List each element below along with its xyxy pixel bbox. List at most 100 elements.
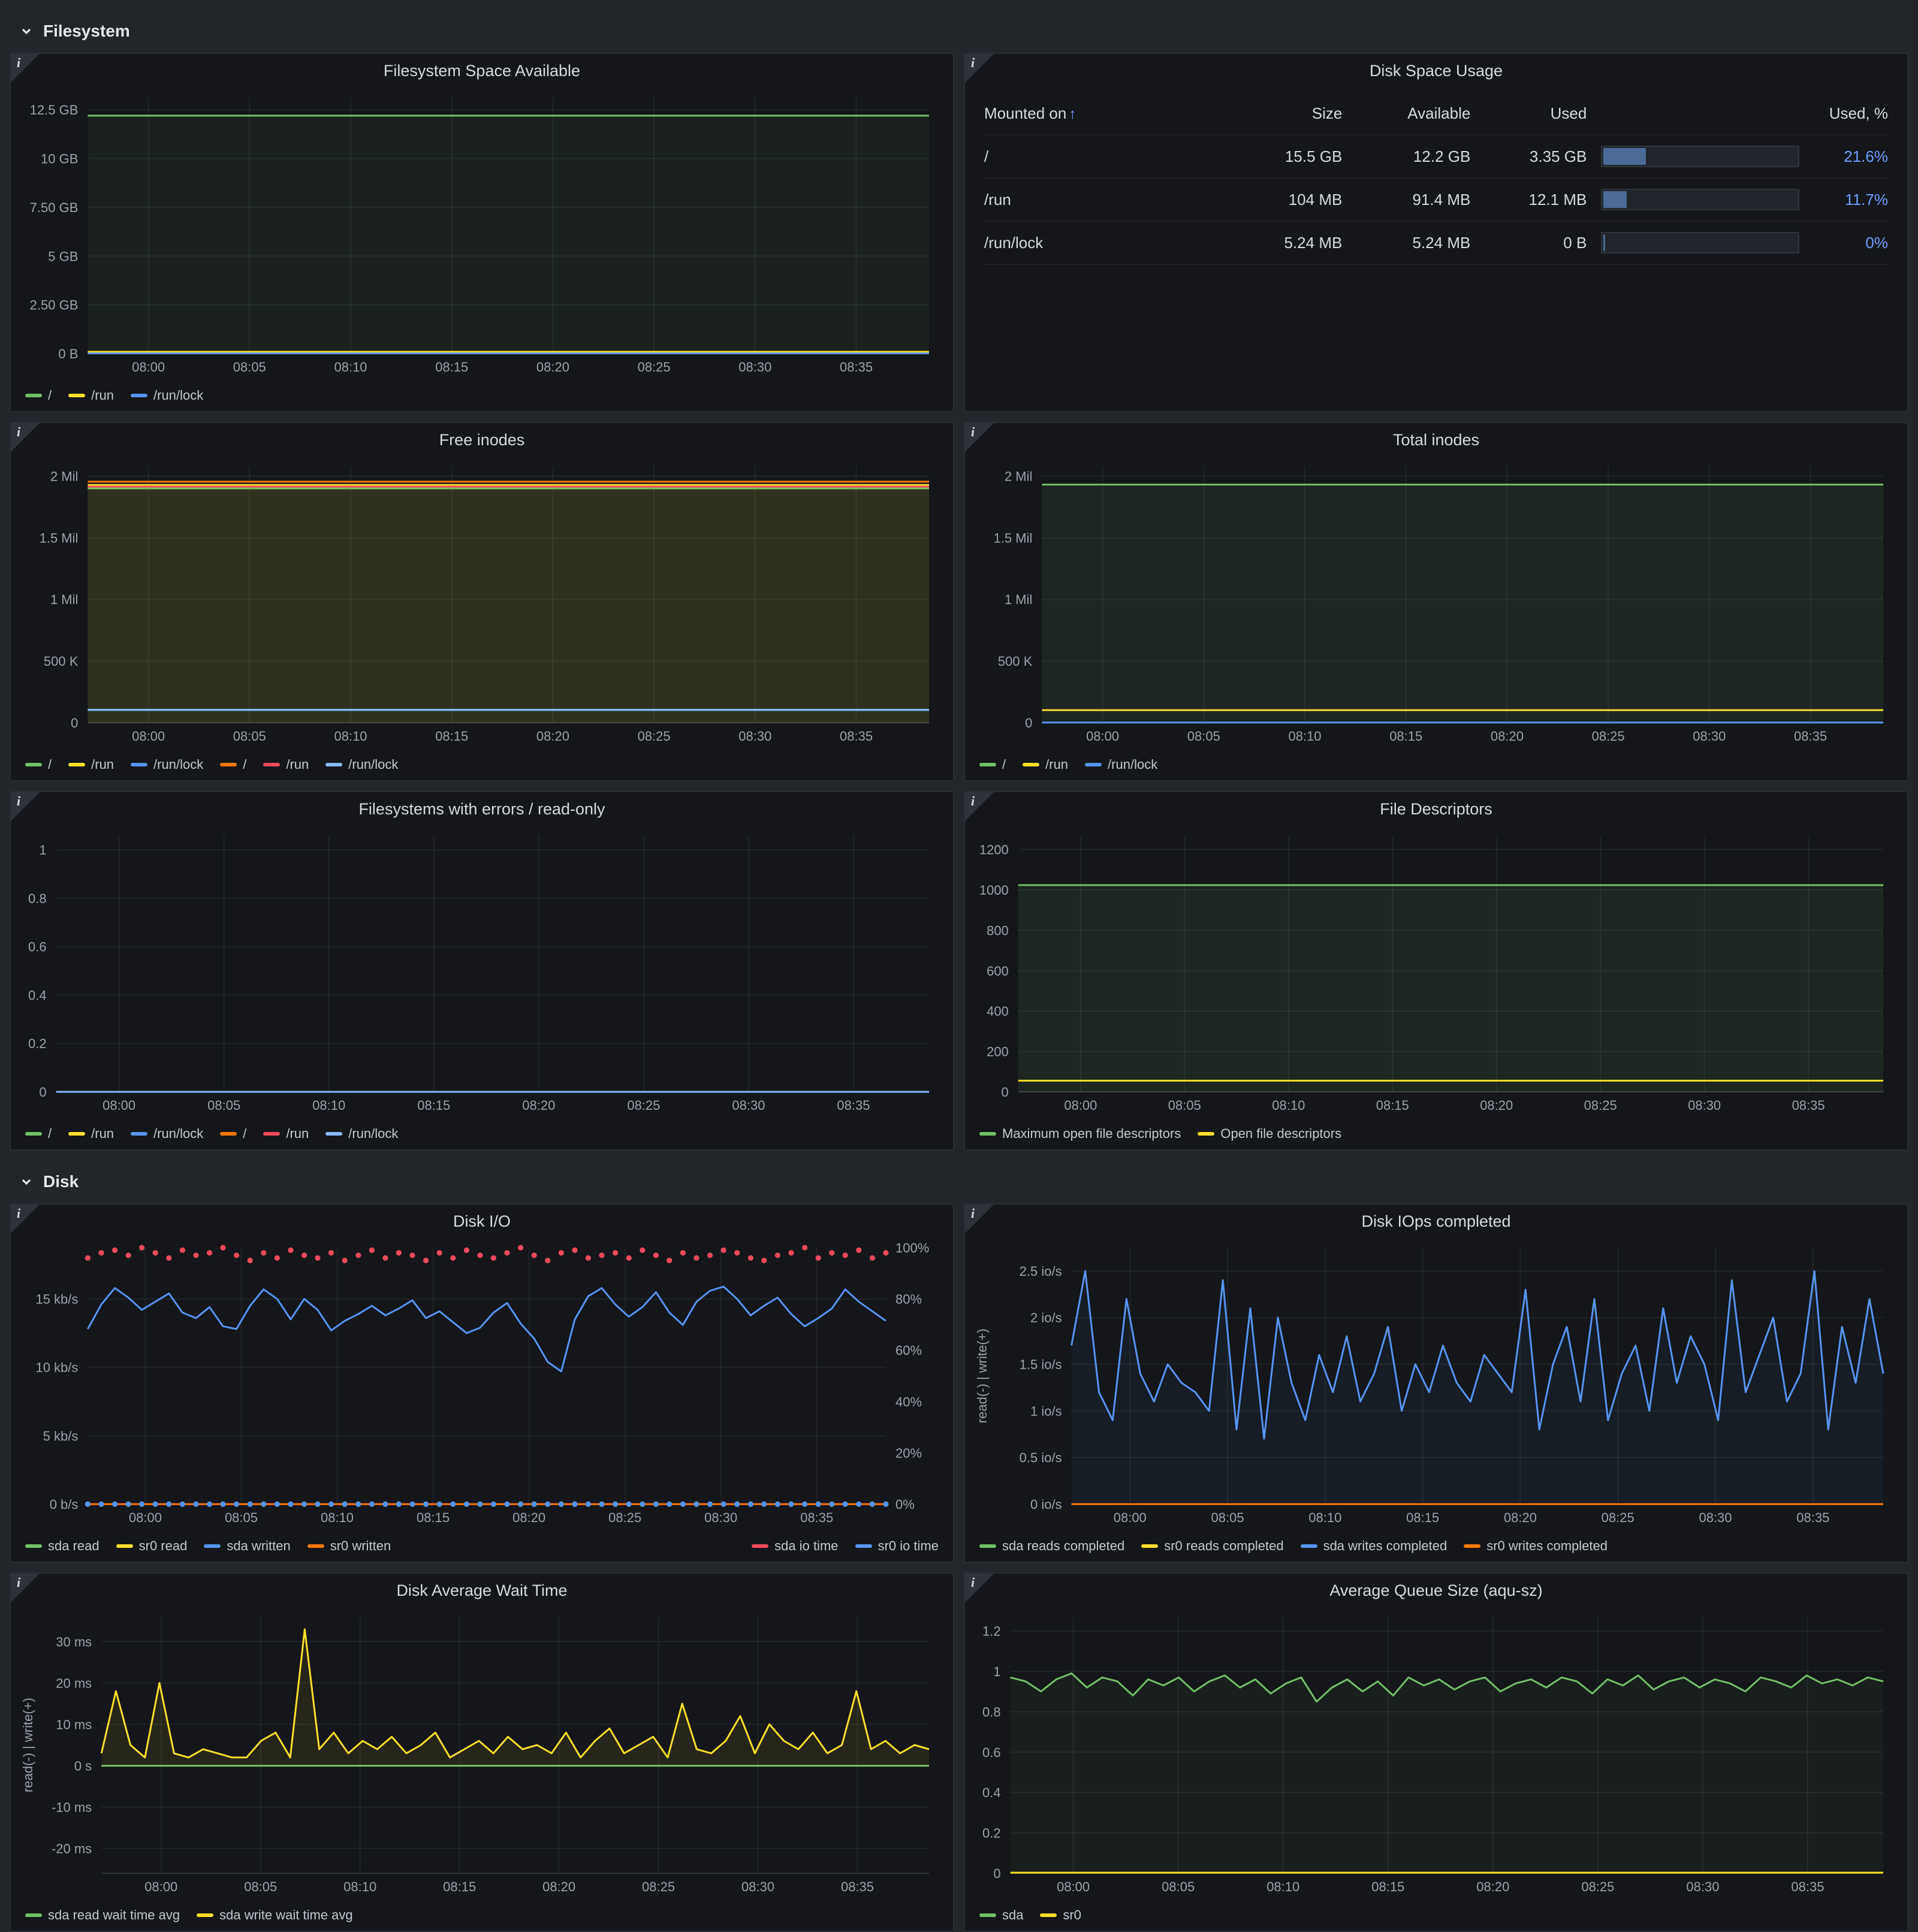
- x-tick-label: 08:25: [1602, 1510, 1634, 1525]
- legend-item[interactable]: /: [25, 757, 52, 772]
- legend-item[interactable]: Open file descriptors: [1198, 1126, 1341, 1142]
- panel-title[interactable]: Average Queue Size (aqu-sz): [1329, 1581, 1543, 1599]
- y-tick-label: 0.8: [28, 891, 47, 906]
- legend-item[interactable]: sr0: [1040, 1907, 1081, 1923]
- legend-item[interactable]: /run/lock: [325, 757, 398, 772]
- cell-mounted-on: /run/lock: [984, 233, 1044, 252]
- legend-item[interactable]: /: [25, 1126, 52, 1142]
- legend-item[interactable]: sda written: [204, 1538, 291, 1554]
- legend-item[interactable]: /run: [68, 1126, 114, 1142]
- legend-item[interactable]: sda read: [25, 1538, 99, 1554]
- legend-item[interactable]: /run: [1023, 757, 1068, 772]
- table-row[interactable]: /run/lock 5.24 MB 5.24 MB 0 B 0%: [984, 222, 1888, 265]
- sort-asc-icon: ↑: [1069, 105, 1076, 122]
- legend-item[interactable]: /: [25, 388, 52, 403]
- panel-title[interactable]: Disk Average Wait Time: [396, 1581, 568, 1599]
- series-point: [409, 1501, 415, 1507]
- legend-item[interactable]: sda writes completed: [1300, 1538, 1447, 1554]
- legend-disk-average-wait-time: sda read wait time avg sda write wait tim…: [25, 1904, 939, 1926]
- legend-item[interactable]: sda write wait time avg: [197, 1907, 353, 1923]
- legend-item[interactable]: sr0 reads completed: [1141, 1538, 1284, 1554]
- y-axis-label: read(-) | write(+): [975, 1329, 990, 1423]
- panel-title[interactable]: File Descriptors: [1380, 800, 1492, 818]
- legend-item[interactable]: /run/lock: [325, 1126, 398, 1142]
- cell-used-pct: 11.7%: [1845, 190, 1888, 209]
- panel-title[interactable]: Free inodes: [439, 431, 525, 449]
- series-point: [585, 1501, 592, 1507]
- legend-item[interactable]: sda: [979, 1907, 1023, 1923]
- cell-used: 12.1 MB: [1528, 190, 1587, 209]
- col-available[interactable]: Available: [1407, 104, 1471, 122]
- y-tick-label: -10 ms: [52, 1800, 92, 1815]
- legend-item[interactable]: /: [220, 757, 246, 772]
- legend-item[interactable]: sda io time: [752, 1538, 839, 1554]
- legend-item[interactable]: /run/lock: [131, 388, 203, 403]
- col-used-pct[interactable]: Used, %: [1829, 104, 1888, 122]
- legend-swatch: [1300, 1544, 1317, 1548]
- panel-title[interactable]: Disk IOps completed: [1361, 1212, 1511, 1230]
- series-point: [613, 1250, 619, 1256]
- series-point: [788, 1501, 794, 1507]
- section-disk[interactable]: Disk: [10, 1160, 1908, 1203]
- legend-item[interactable]: /run: [263, 1126, 309, 1142]
- y-tick-label: 1.5 Mil: [994, 530, 1033, 545]
- legend-label: /run: [91, 1126, 114, 1141]
- gauge-fill: [1603, 234, 1605, 251]
- panel-title[interactable]: Disk I/O: [453, 1212, 511, 1230]
- panel-title[interactable]: Filesystem Space Available: [383, 62, 581, 80]
- series-point: [504, 1501, 510, 1507]
- legend-item[interactable]: /: [979, 757, 1006, 772]
- series-point: [653, 1252, 659, 1258]
- legend-item[interactable]: /run/lock: [1085, 757, 1157, 772]
- chart-free-inodes: 0 500 K 1 Mil 1.5 Mil 2 Mil 08:00 08:05 08:10 08…: [18, 457, 946, 747]
- legend-item[interactable]: Maximum open file descriptors: [979, 1126, 1181, 1142]
- cell-available: 91.4 MB: [1412, 190, 1471, 209]
- legend-item[interactable]: sr0 writes completed: [1464, 1538, 1608, 1554]
- x-tick-label: 08:10: [334, 729, 367, 744]
- gauge-track: [1601, 146, 1799, 167]
- series-fill: [88, 116, 929, 354]
- legend-item[interactable]: sr0 io time: [855, 1538, 939, 1554]
- legend-item[interactable]: sda reads completed: [979, 1538, 1124, 1554]
- x-tick-label: 08:05: [1162, 1879, 1195, 1894]
- chart-file-descriptors: 0 200 400 600 800 1000 1200 08:00 08:05 08:10 08:1…: [972, 826, 1900, 1116]
- chart-canvas: 0 0.2 0.4 0.6 0.8 1 1.2 08:00 08:05 08:10 08:15 08:…: [982, 1617, 1884, 1894]
- cell-used: 3.35 GB: [1529, 147, 1587, 165]
- legend-swatch: [325, 763, 343, 766]
- legend-item[interactable]: /run: [263, 757, 309, 772]
- panel-title[interactable]: Total inodes: [1392, 431, 1480, 449]
- panel-disk-io: i Disk I/O 0 b/s 5 kb/s 10 kb/s 15 kb/s 0% 20…: [10, 1203, 954, 1563]
- series-point: [288, 1501, 294, 1507]
- legend-item[interactable]: sr0 read: [116, 1538, 187, 1554]
- legend-swatch: [325, 1132, 343, 1136]
- x-tick-label: 08:35: [1796, 1510, 1829, 1525]
- col-size[interactable]: Size: [1311, 104, 1343, 122]
- panel-title[interactable]: Filesystems with errors / read-only: [358, 800, 605, 818]
- series-point: [815, 1501, 821, 1507]
- x-tick-label: 08:05: [207, 1098, 240, 1113]
- x-tick-label: 08:25: [1584, 1098, 1617, 1113]
- x-tick-label: 08:20: [1504, 1510, 1537, 1525]
- legend-item[interactable]: /run: [68, 757, 114, 772]
- col-mounted-on[interactable]: Mounted on ↑: [984, 104, 1232, 123]
- panel-filesystem-space-available: i Filesystem Space Available 0 B 2.50 GB 5…: [10, 53, 954, 412]
- x-tick-label: 08:20: [512, 1510, 545, 1525]
- x-tick-label: 08:10: [343, 1879, 376, 1894]
- x-tick-label: 08:15: [1371, 1879, 1404, 1894]
- legend-item[interactable]: sda read wait time avg: [25, 1907, 180, 1923]
- legend-item[interactable]: /run/lock: [131, 1126, 203, 1142]
- y-tick-label: 500 K: [44, 654, 79, 669]
- table-row[interactable]: /run 104 MB 91.4 MB 12.1 MB 11.7%: [984, 179, 1888, 222]
- panel-title[interactable]: Disk Space Usage: [1369, 62, 1503, 80]
- legend-item[interactable]: /: [220, 1126, 246, 1142]
- section-filesystem[interactable]: Filesystem: [10, 10, 1908, 53]
- col-used[interactable]: Used: [1550, 104, 1587, 122]
- y-tick-label: 500 K: [998, 654, 1033, 669]
- legend-item[interactable]: sr0 written: [307, 1538, 391, 1554]
- table-row[interactable]: / 15.5 GB 12.2 GB 3.35 GB 21.6%: [984, 135, 1888, 179]
- legend-item[interactable]: /run: [68, 388, 114, 403]
- x-tick-label: 08:10: [1308, 1510, 1341, 1525]
- legend-item[interactable]: /run/lock: [131, 757, 203, 772]
- chart-disk-iops-completed: 0 io/s 0.5 io/s 1 io/s 1.5 io/s 2 io/s 2.5 io…: [972, 1238, 1900, 1528]
- series-point: [396, 1250, 402, 1256]
